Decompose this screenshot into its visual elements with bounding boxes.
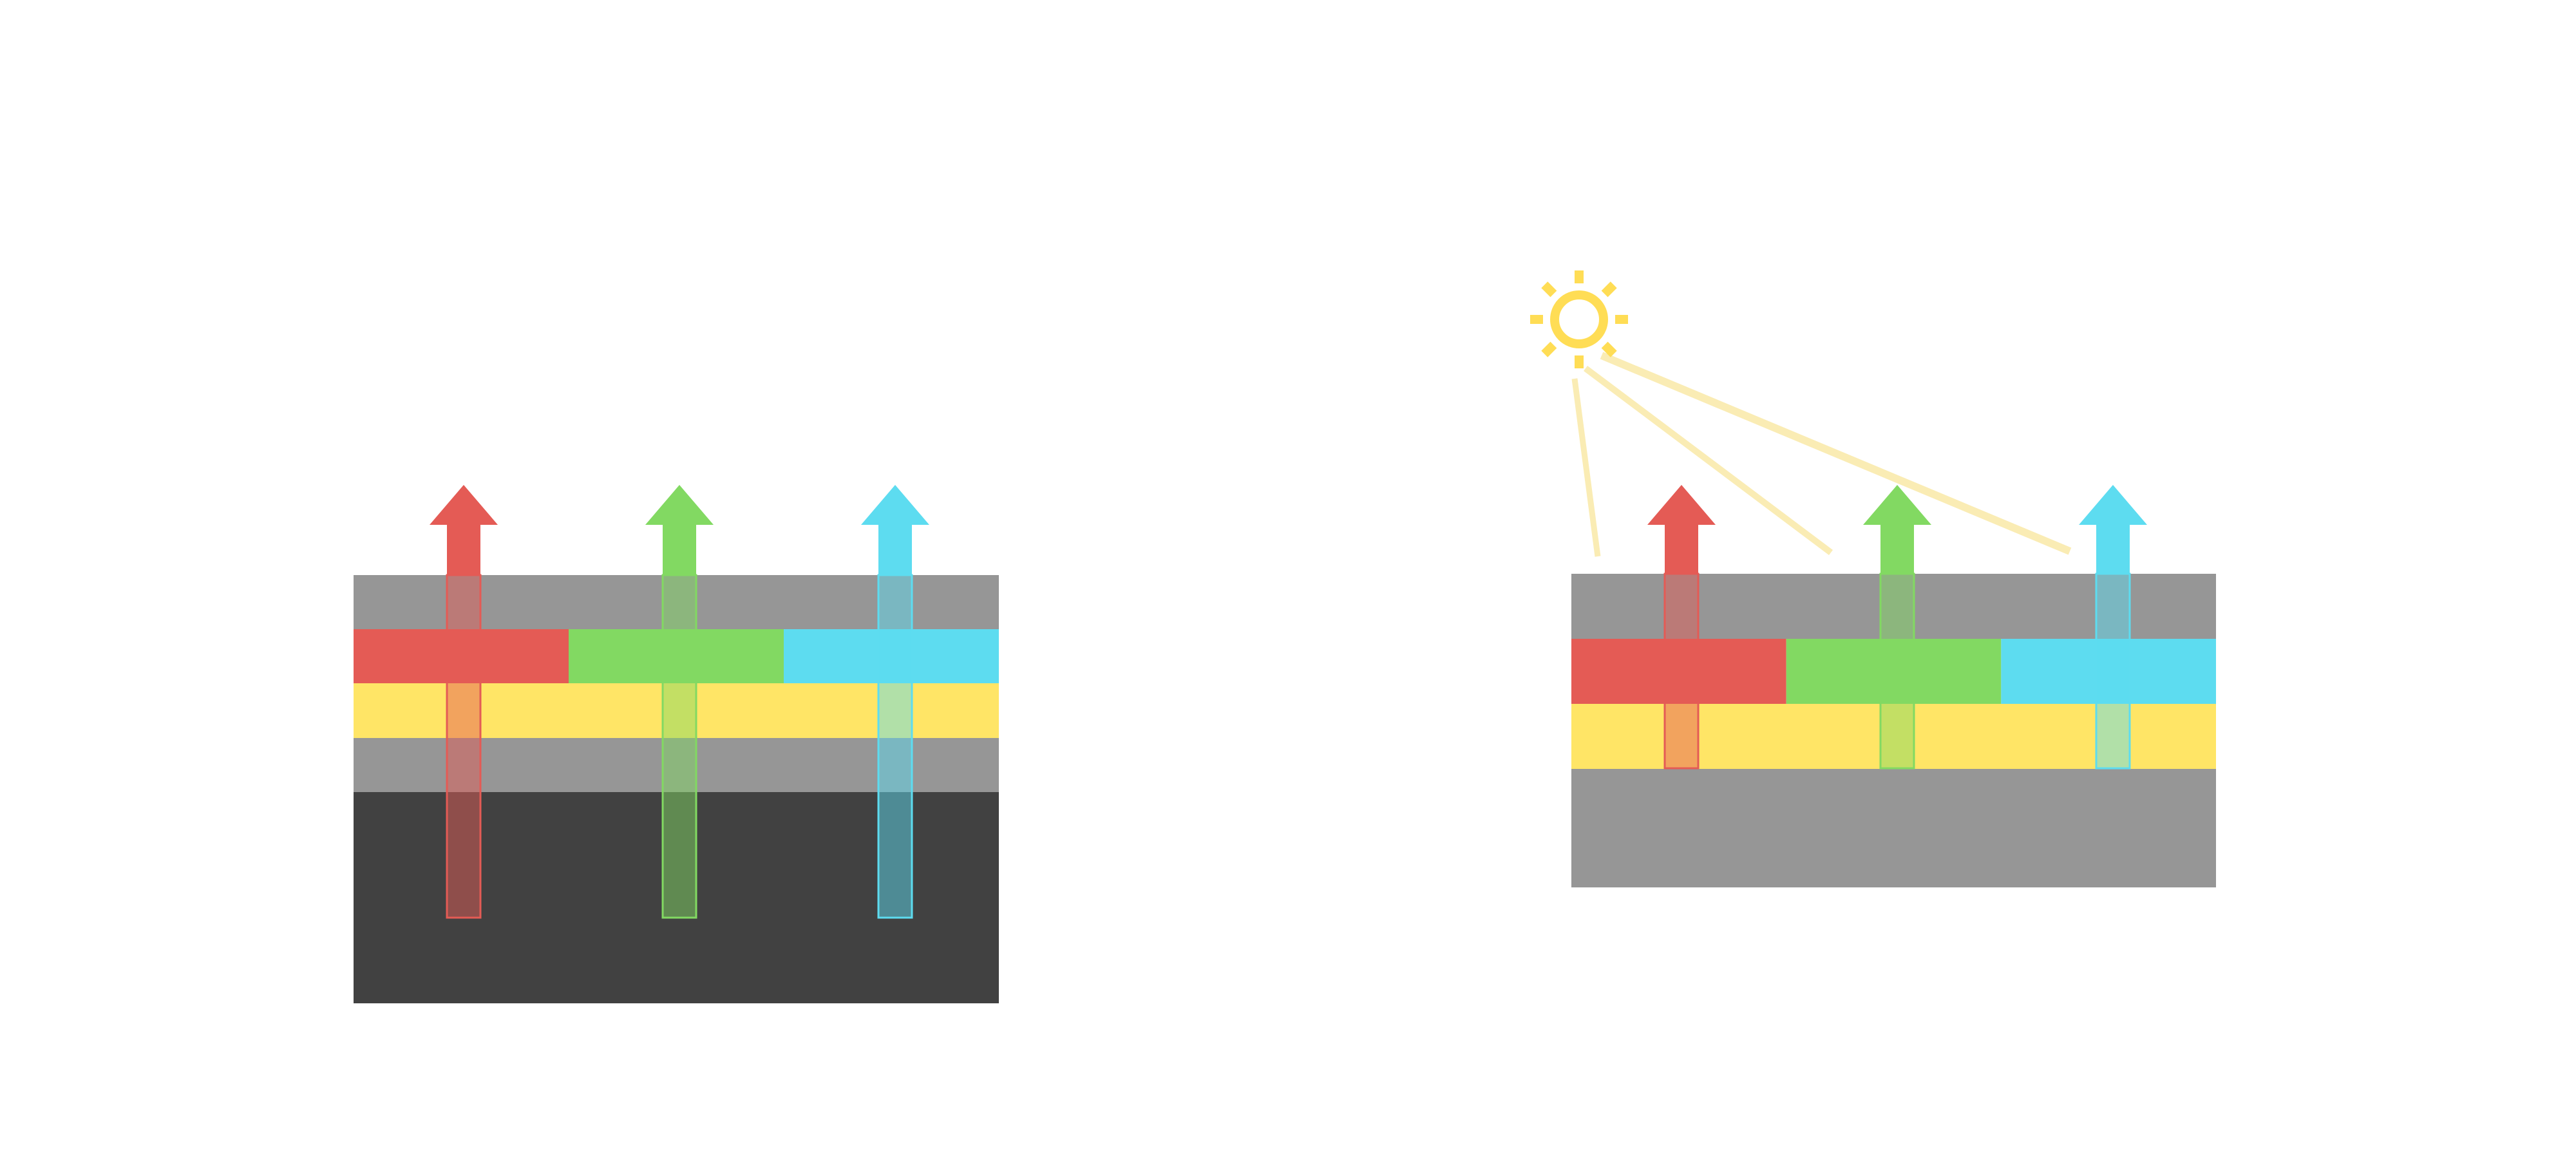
sunlight-ray-1	[1571, 378, 1601, 557]
sun-ring	[1550, 290, 1608, 348]
color-filter-layer	[1571, 639, 2216, 704]
arrow-head-and-solid-shaft	[2079, 485, 2147, 574]
arrow-translucent-shaft	[1879, 572, 1915, 770]
blue-light-arrow[interactable]	[861, 485, 929, 919]
arrow-head-and-solid-shaft	[1863, 485, 1931, 574]
arrow-translucent-shaft	[877, 574, 913, 919]
blue-light-arrow[interactable]	[2079, 485, 2147, 770]
red-light-arrow[interactable]	[430, 485, 498, 919]
sun-icon	[1530, 270, 1628, 368]
emissive-display-stack	[354, 485, 999, 1003]
blue-subpixel-filter	[2001, 639, 2216, 704]
sun-ray-2	[1601, 281, 1617, 298]
yellow-emitter-layer	[354, 683, 999, 738]
blue-subpixel-filter	[784, 629, 999, 683]
sun-ray-8	[1541, 281, 1557, 298]
red-subpixel-filter	[354, 629, 569, 683]
sunlight-ray-3	[1600, 352, 2072, 555]
reflective-display-stack	[1530, 270, 2216, 887]
light-arrows	[430, 485, 929, 919]
reflector-gray-layer	[1571, 769, 2216, 887]
red-subpixel-filter	[1571, 639, 1786, 704]
green-light-arrow[interactable]	[1863, 485, 1931, 770]
mid-gray-layer	[354, 738, 999, 792]
sun-ray-6	[1541, 341, 1557, 357]
arrow-translucent-shaft	[661, 574, 697, 919]
arrow-head-and-solid-shaft	[861, 485, 929, 575]
arrow-head-and-solid-shaft	[645, 485, 714, 575]
sunlight-ray-2	[1583, 366, 1833, 555]
green-subpixel-filter	[569, 629, 784, 683]
arrow-translucent-shaft	[2095, 572, 2131, 770]
dark-substrate-layer	[354, 792, 999, 1003]
stack-layers	[1571, 574, 2216, 887]
arrow-translucent-shaft	[1663, 572, 1700, 770]
sunlight-rays	[1571, 352, 2072, 557]
color-filter-layer	[354, 629, 999, 683]
stack-layers	[354, 575, 999, 1003]
top-gray-layer	[1571, 574, 2216, 639]
arrow-head-and-solid-shaft	[1647, 485, 1716, 574]
arrow-translucent-shaft	[446, 574, 482, 919]
green-light-arrow[interactable]	[645, 485, 714, 919]
red-light-arrow[interactable]	[1647, 485, 1716, 770]
sun-rays	[1530, 270, 1628, 368]
top-gray-layer	[354, 575, 999, 629]
green-subpixel-filter	[1786, 639, 2002, 704]
yellow-scatter-layer	[1571, 704, 2216, 769]
arrow-head-and-solid-shaft	[430, 485, 498, 575]
sun-ray-4	[1601, 341, 1617, 357]
light-arrows	[1647, 485, 2147, 770]
